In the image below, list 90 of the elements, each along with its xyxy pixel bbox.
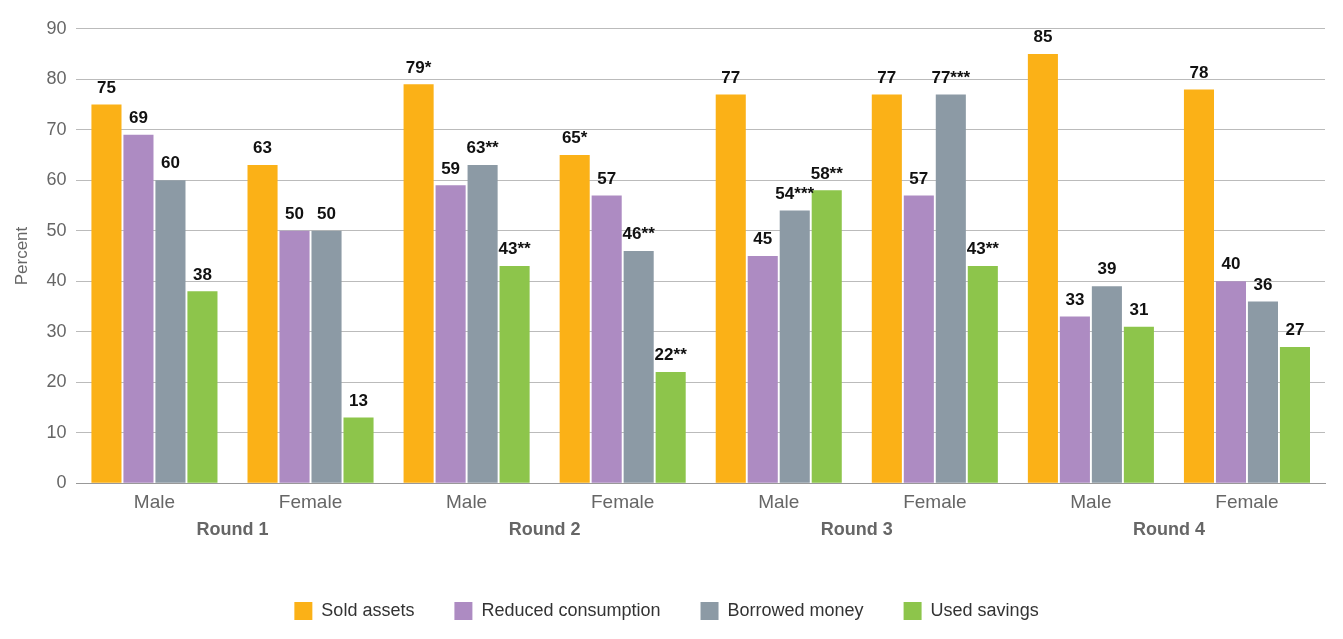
data-label: 77***: [931, 67, 971, 87]
data-label: 78: [1189, 62, 1209, 82]
bar: [559, 155, 590, 483]
data-label: 54***: [775, 183, 815, 203]
data-label: 57: [597, 168, 617, 188]
y-tick-label: 10: [46, 421, 67, 442]
bar: [467, 165, 498, 483]
data-label: 27: [1285, 320, 1305, 340]
text: Round 1: [196, 519, 269, 540]
bar: [623, 250, 654, 483]
x-tick-label: Female: [590, 490, 655, 512]
bar: [435, 185, 466, 483]
legend-label: Used savings: [930, 599, 1039, 620]
data-label: 77: [877, 67, 897, 87]
data-label: 79*: [405, 57, 432, 77]
bar: [967, 266, 998, 483]
x-tick-label: Female: [903, 490, 967, 512]
bar: [1279, 346, 1310, 483]
y-tick-label: 0: [56, 472, 67, 493]
bar: [591, 195, 622, 483]
y-tick-label: 20: [46, 371, 67, 392]
x-tick-label: Male: [133, 490, 176, 512]
bar: [935, 94, 966, 483]
data-label: 50: [285, 203, 304, 223]
bar: [123, 134, 154, 483]
y-tick-label: 50: [46, 219, 67, 240]
data-label: 75: [97, 77, 116, 97]
legend-label: Reduced consumption: [481, 599, 661, 620]
bar: [187, 291, 218, 483]
data-label: 85: [1033, 27, 1053, 47]
y-axis-title: Percent: [11, 226, 31, 286]
x-tick-label: Male: [758, 490, 800, 512]
data-label: 57: [909, 168, 929, 188]
bar: [279, 230, 310, 483]
bar: [779, 210, 810, 483]
bar: [903, 195, 934, 483]
bar: [747, 256, 778, 483]
data-label: 33: [1065, 289, 1085, 309]
bar: [311, 230, 342, 483]
legend-label: Borrowed money: [727, 599, 864, 620]
bar: [1091, 286, 1122, 483]
bar: [1123, 326, 1154, 483]
bar: [403, 84, 434, 483]
data-label: 69: [129, 108, 148, 128]
data-label: 43**: [966, 239, 1000, 259]
y-tick-label: 70: [46, 118, 67, 139]
data-label: 38: [192, 264, 212, 284]
data-label: 59: [441, 158, 461, 178]
data-label: 58**: [810, 163, 844, 183]
y-tick-label: 30: [46, 320, 67, 341]
data-label: 77: [721, 67, 741, 87]
bar: [715, 94, 746, 483]
bar: [1183, 89, 1215, 483]
bar: [1247, 301, 1278, 483]
data-label: 46**: [622, 224, 656, 244]
text: Round 2: [508, 519, 581, 540]
y-tick-label: 60: [46, 169, 67, 190]
data-label: 40: [1221, 254, 1241, 274]
y-tick-label: 80: [46, 68, 67, 89]
bar: [655, 372, 686, 483]
bar: [247, 165, 278, 483]
y-tick-label: 90: [46, 17, 67, 38]
bar: [91, 104, 122, 483]
data-label: 50: [317, 203, 336, 223]
bar: [499, 266, 530, 483]
x-tick-label: Female: [278, 490, 343, 512]
data-label: 45: [753, 229, 773, 249]
x-tick-label: Female: [1215, 490, 1279, 512]
data-label: 31: [1129, 299, 1149, 319]
bar: [155, 180, 186, 483]
bar: [1027, 54, 1058, 483]
bar: [1059, 316, 1090, 483]
y-tick-label: 40: [46, 270, 67, 291]
data-label: 63: [253, 138, 272, 158]
text: Round 3: [820, 519, 893, 540]
bar: [871, 94, 902, 483]
data-label: 63**: [466, 138, 500, 158]
data-label: 13: [349, 390, 368, 410]
legend-label: Sold assets: [321, 599, 415, 620]
data-label: 39: [1097, 259, 1117, 279]
data-label: 65*: [561, 128, 588, 148]
x-tick-label: Male: [1070, 490, 1112, 512]
bar: [1215, 281, 1246, 483]
data-label: 22**: [654, 345, 688, 365]
data-label: 60: [160, 153, 180, 173]
data-label: 36: [1253, 274, 1273, 294]
data-label: 43**: [498, 239, 532, 259]
text: Round 4: [1132, 519, 1205, 540]
bar: [343, 417, 374, 483]
x-tick-label: Male: [446, 490, 488, 512]
